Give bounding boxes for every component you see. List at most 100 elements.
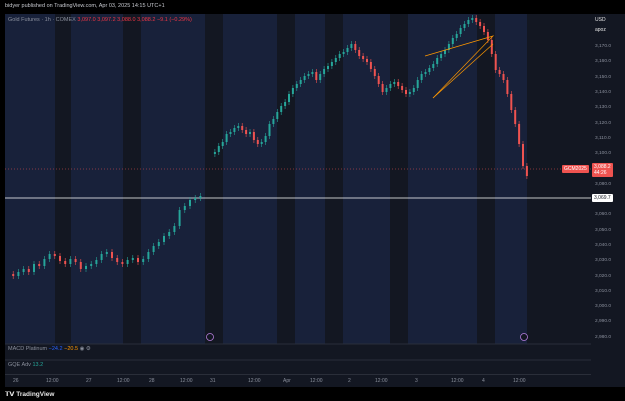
symbol-price-tag: GCM2025: [562, 165, 589, 173]
candle-body: [444, 50, 446, 54]
legend-change: −9.1 (−0.29%): [156, 17, 192, 23]
price-tick: 3,170.0: [595, 44, 612, 49]
candle-body: [237, 126, 240, 128]
candlestick-chart[interactable]: [5, 14, 591, 387]
candle-body: [522, 144, 524, 166]
macd-legend[interactable]: MACD Platinum −24.2 −20.5 ◉ ⚙: [8, 346, 91, 352]
candle-body: [137, 258, 139, 262]
price-tick: 3,060.0: [595, 212, 612, 218]
time-tick: 12:00: [248, 378, 261, 384]
candle-body: [307, 74, 310, 76]
candle-body: [69, 259, 72, 264]
candle-body: [95, 260, 98, 264]
time-axis[interactable]: 26 12:00 27 12:00 28 12:00 31 12:00 Apr 12:00 2 12:…: [5, 374, 591, 388]
candle-body: [168, 232, 171, 236]
candle-body: [525, 166, 528, 176]
candle-body: [38, 264, 41, 266]
candle-body: [451, 38, 454, 44]
candle-body: [463, 24, 466, 28]
legend-open: 3,097.0: [77, 17, 96, 23]
candle-body: [323, 69, 326, 74]
candle-body: [350, 44, 353, 48]
price-tick: 3,100.0: [595, 151, 612, 157]
candle-body: [276, 112, 279, 119]
candle-body: [381, 84, 384, 92]
symbol-title: Gold Futures · 1h · COMEX: [8, 17, 76, 23]
candle-body: [397, 82, 400, 86]
candle-body: [362, 56, 365, 59]
candle-body: [342, 52, 345, 54]
candle-body: [408, 92, 411, 94]
candle-body: [483, 26, 485, 32]
candle-body: [116, 258, 119, 262]
candle-body: [142, 259, 145, 262]
candle-body: [217, 146, 220, 152]
gqe-legend[interactable]: GQE Adv 13.2: [8, 362, 43, 368]
candle-body: [338, 54, 341, 58]
candle-body: [299, 80, 302, 84]
session-band: [343, 14, 390, 344]
footer: 𝗧𝗩 TradingView: [0, 387, 625, 401]
candle-body: [173, 226, 176, 232]
brand-name: TradingView: [16, 391, 55, 398]
candle-body: [494, 54, 497, 70]
candle-body: [178, 210, 181, 226]
price-tick: 3,020.0: [595, 273, 612, 279]
candle-body: [260, 142, 263, 144]
price-tick: 3,000.0: [595, 304, 612, 310]
price-tick: 3,110.0: [595, 135, 611, 141]
time-tick: 12:00: [310, 378, 323, 384]
candle-body: [126, 260, 129, 264]
candle-body: [229, 132, 232, 134]
candle-body: [303, 76, 306, 80]
candle-body: [245, 130, 248, 134]
time-tick: 31: [210, 378, 216, 384]
time-tick: 2: [348, 378, 351, 384]
session-band: [5, 14, 55, 344]
time-tick: 4: [482, 378, 485, 384]
time-tick: 12:00: [180, 378, 193, 384]
session-band: [71, 14, 123, 344]
candle-body: [334, 58, 337, 62]
candle-body: [225, 134, 228, 142]
current-price: 3,088.2: [594, 164, 611, 170]
price-tick: 3,120.0: [595, 120, 612, 126]
time-tick: 28: [149, 378, 155, 384]
candle-body: [416, 80, 419, 88]
candle-body: [479, 22, 482, 26]
candle-body: [455, 34, 458, 38]
candle-body: [428, 68, 431, 72]
candle-body: [319, 74, 322, 80]
eye-icon[interactable]: ◉: [79, 346, 85, 352]
macd-label: MACD Platinum: [8, 346, 48, 352]
candle-body: [189, 200, 191, 206]
symbol-legend: Gold Futures · 1h · COMEX 3,097.0 3,097.…: [8, 17, 192, 23]
candle-body: [241, 126, 244, 130]
candle-body: [518, 124, 521, 144]
scale-mode-label[interactable]: apoz: [595, 27, 606, 33]
candle-body: [280, 106, 283, 112]
price-tick: 3,080.0: [595, 181, 612, 187]
price-tick: 3,140.0: [595, 89, 612, 95]
macd-value2: −20.5: [64, 346, 79, 352]
candle-body: [330, 62, 333, 66]
candle-body: [194, 198, 197, 200]
candle-body: [315, 72, 318, 80]
candle-body: [510, 94, 513, 110]
wedge-line: [432, 43, 494, 99]
candle-body: [288, 94, 290, 102]
candle-body: [100, 254, 103, 260]
candle-body: [475, 18, 478, 22]
candle-body: [447, 44, 450, 50]
price-tick: 3,160.0: [595, 59, 612, 65]
candle-body: [498, 70, 501, 74]
chart-pane[interactable]: [5, 14, 591, 387]
price-tick: 3,040.0: [595, 242, 612, 248]
settings-icon[interactable]: ⚙: [85, 346, 91, 352]
candle-body: [74, 259, 77, 262]
currency-label[interactable]: USD: [595, 17, 606, 23]
candle-body: [420, 74, 423, 80]
candle-body: [514, 110, 517, 124]
candle-body: [486, 32, 489, 40]
time-tick: 12:00: [117, 378, 130, 384]
